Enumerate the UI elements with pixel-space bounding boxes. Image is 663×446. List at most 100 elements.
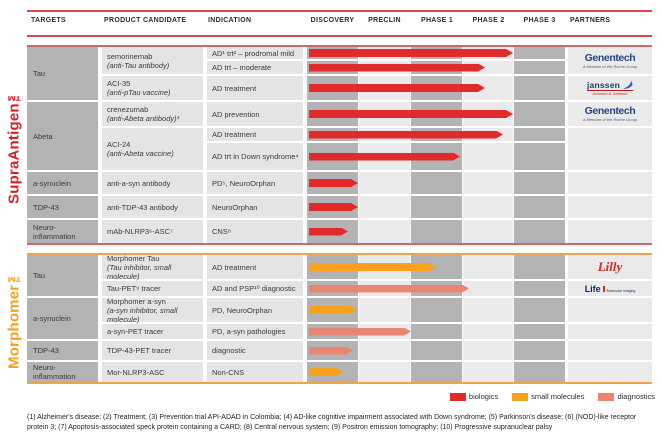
product-cell: mAb-NLRP3⁶-ASC⁷ — [102, 220, 203, 243]
product-cell: ACI-24 (anti-Abeta vaccine) — [102, 128, 203, 170]
pipeline-bar — [309, 49, 513, 57]
legend-swatch-small-molecules — [512, 392, 529, 401]
phase-track — [307, 362, 565, 382]
product-block-morphomer-asyn: Morphomer a-syn (a-syn inhibitor, small … — [102, 297, 652, 324]
phase-track — [307, 47, 565, 59]
product-cell: anti-TDP-43 antibody — [102, 196, 203, 218]
product-block-anti-asyn: anti-a-syn antibody PD⁵, NeuroOrphan — [102, 172, 652, 194]
indication-cell: AD¹ trt² – prodromal mild — [207, 47, 303, 59]
indication-row: PD, NeuroOrphan — [207, 298, 568, 322]
pipeline-bar — [309, 64, 485, 72]
column-header-indication: INDICATION — [208, 17, 252, 24]
indication-cell: PD, NeuroOrphan — [207, 298, 303, 322]
target-cell: TDP-43 — [27, 341, 98, 360]
product-subtitle: (Tau inhibitor, small molecule) — [107, 262, 172, 281]
pipeline-bar — [309, 179, 358, 187]
pipeline-bar — [309, 110, 513, 118]
partner-logo-janssen: janssen Johnson & Johnson — [586, 80, 634, 96]
partner-cell-empty — [568, 341, 652, 360]
product-block-aci35: ACI-35 (anti-pTau vaccine) AD treatment … — [102, 76, 652, 100]
section-morphomer: Tau Morphomer Tau (Tau inhibitor, small … — [27, 253, 652, 384]
indication-row: AD treatment — [207, 128, 568, 141]
indication-row: AD trt in Down syndrome⁴ — [207, 143, 568, 170]
phase-track — [307, 341, 565, 360]
target-cell: Tau — [27, 47, 98, 100]
product-subtitle: (anti-Abeta vaccine) — [107, 149, 174, 158]
pipeline-bar — [309, 368, 343, 376]
indication-cell: Non-CNS — [207, 362, 303, 382]
phase-track — [307, 220, 565, 243]
indication-cell: AD prevention — [207, 102, 303, 126]
partner-cell-empty — [568, 324, 652, 339]
phase-track — [307, 128, 565, 141]
target-cell: Neuro-inflammation — [27, 362, 98, 382]
product-cell: Mor-NLRP3-ASC — [102, 362, 203, 382]
column-header-phase2: PHASE 2 — [472, 17, 505, 24]
product-block-tau-pet: Tau-PET⁹ tracer AD and PSP¹⁰ diagnostic … — [102, 281, 652, 296]
partner-cell: Life Molecular Imaging — [568, 281, 652, 296]
partner-cell: Genentech A Member of the Roche Group — [568, 47, 652, 74]
product-block-crenezumab: crenezumab (anti-Abeta antibody)³ AD pre… — [102, 102, 652, 126]
indication-row: PD⁵, NeuroOrphan — [207, 172, 568, 194]
pipeline-bar — [309, 285, 469, 293]
product-block-mor-nlrp3: Mor-NLRP3-ASC Non-CNS — [102, 362, 652, 382]
product-name: TDP-43-PET tracer — [107, 346, 172, 355]
product-name: anti-a-syn antibody — [107, 178, 171, 188]
indication-cell: AD treatment — [207, 128, 303, 141]
product-name: Tau-PET⁹ tracer — [107, 284, 161, 293]
column-header-phase3: PHASE 3 — [523, 17, 556, 24]
target-group-tau-m: Tau Morphomer Tau (Tau inhibitor, small … — [27, 254, 652, 296]
product-block-mab-nlrp3: mAb-NLRP3⁶-ASC⁷ CNS⁸ — [102, 220, 652, 243]
indication-cell: PD⁵, NeuroOrphan — [207, 172, 303, 194]
partner-cell-empty — [568, 196, 652, 218]
phase-track — [307, 143, 565, 170]
indication-cell: AD trt – moderate — [207, 61, 303, 74]
legend-item-diagnostics: diagnostics — [598, 392, 655, 401]
pipeline-bar — [309, 347, 353, 355]
product-block-morphomer-tau: Morphomer Tau (Tau inhibitor, small mole… — [102, 254, 652, 281]
product-cell: Tau-PET⁹ tracer — [102, 281, 203, 296]
target-cell: a-synuclein — [27, 298, 98, 339]
header-top-rule — [27, 10, 652, 12]
phase-track — [307, 298, 565, 322]
pipeline-bar — [309, 263, 436, 271]
indication-cell: AD trt in Down syndrome⁴ — [207, 143, 303, 170]
target-group-tdp43: TDP-43 anti-TDP-43 antibody NeuroOrphan — [27, 196, 652, 218]
pipeline-bar — [309, 84, 485, 92]
partner-cell: Lilly — [568, 255, 652, 279]
target-group-asynuclein-m: a-synuclein Morphomer a-syn (a-syn inhib… — [27, 297, 652, 339]
product-block-semorinemab: semorinemab (anti-Tau antibody) AD¹ trt²… — [102, 47, 652, 74]
product-cell: a-syn-PET tracer — [102, 324, 203, 339]
product-name: ACI-24 — [107, 140, 131, 149]
section-supraantigen: Tau semorinemab (anti-Tau antibody) AD¹ … — [27, 45, 652, 245]
header-bottom-rule — [27, 35, 652, 37]
partner-cell-empty — [568, 298, 652, 322]
partner-cell: Genentech A Member of the Roche Group — [568, 102, 652, 126]
pipeline-bar — [309, 306, 357, 314]
product-cell: TDP-43-PET tracer — [102, 341, 203, 360]
indication-row: AD treatment — [207, 76, 568, 100]
product-name: crenezumab — [107, 105, 149, 114]
product-block-asyn-pet: a-syn-PET tracer PD, a-syn pathologies — [102, 324, 652, 339]
indication-row: AD trt – moderate — [207, 61, 568, 74]
janssen-flag-icon — [623, 80, 633, 89]
indication-row: AD treatment — [207, 255, 568, 279]
partner-cell: janssen Johnson & Johnson — [568, 76, 652, 100]
target-group-tdp43-m: TDP-43 TDP-43-PET tracer diagnostic — [27, 341, 652, 360]
section-label-morphomer: Morphomer™ — [5, 267, 23, 370]
indication-row: PD, a-syn pathologies — [207, 324, 568, 339]
partner-logo-genentech: Genentech A Member of the Roche Group — [582, 51, 638, 69]
target-cell: Abeta — [27, 102, 98, 170]
product-cell: crenezumab (anti-Abeta antibody)³ — [102, 102, 203, 126]
pipeline-bar — [309, 153, 460, 161]
indication-row: AD and PSP¹⁰ diagnostic — [207, 281, 568, 296]
indication-row: Non-CNS — [207, 362, 568, 382]
column-header-product: PRODUCT CANDIDATE — [104, 17, 187, 24]
indication-cell: NeuroOrphan — [207, 196, 303, 218]
indication-cell: PD, a-syn pathologies — [207, 324, 303, 339]
indication-row: AD prevention — [207, 102, 568, 126]
column-header-partners: PARTNERS — [570, 17, 611, 24]
pipeline-bar — [309, 131, 503, 139]
partner-logo-genentech: Genentech A Member of the Roche Group — [582, 105, 638, 123]
